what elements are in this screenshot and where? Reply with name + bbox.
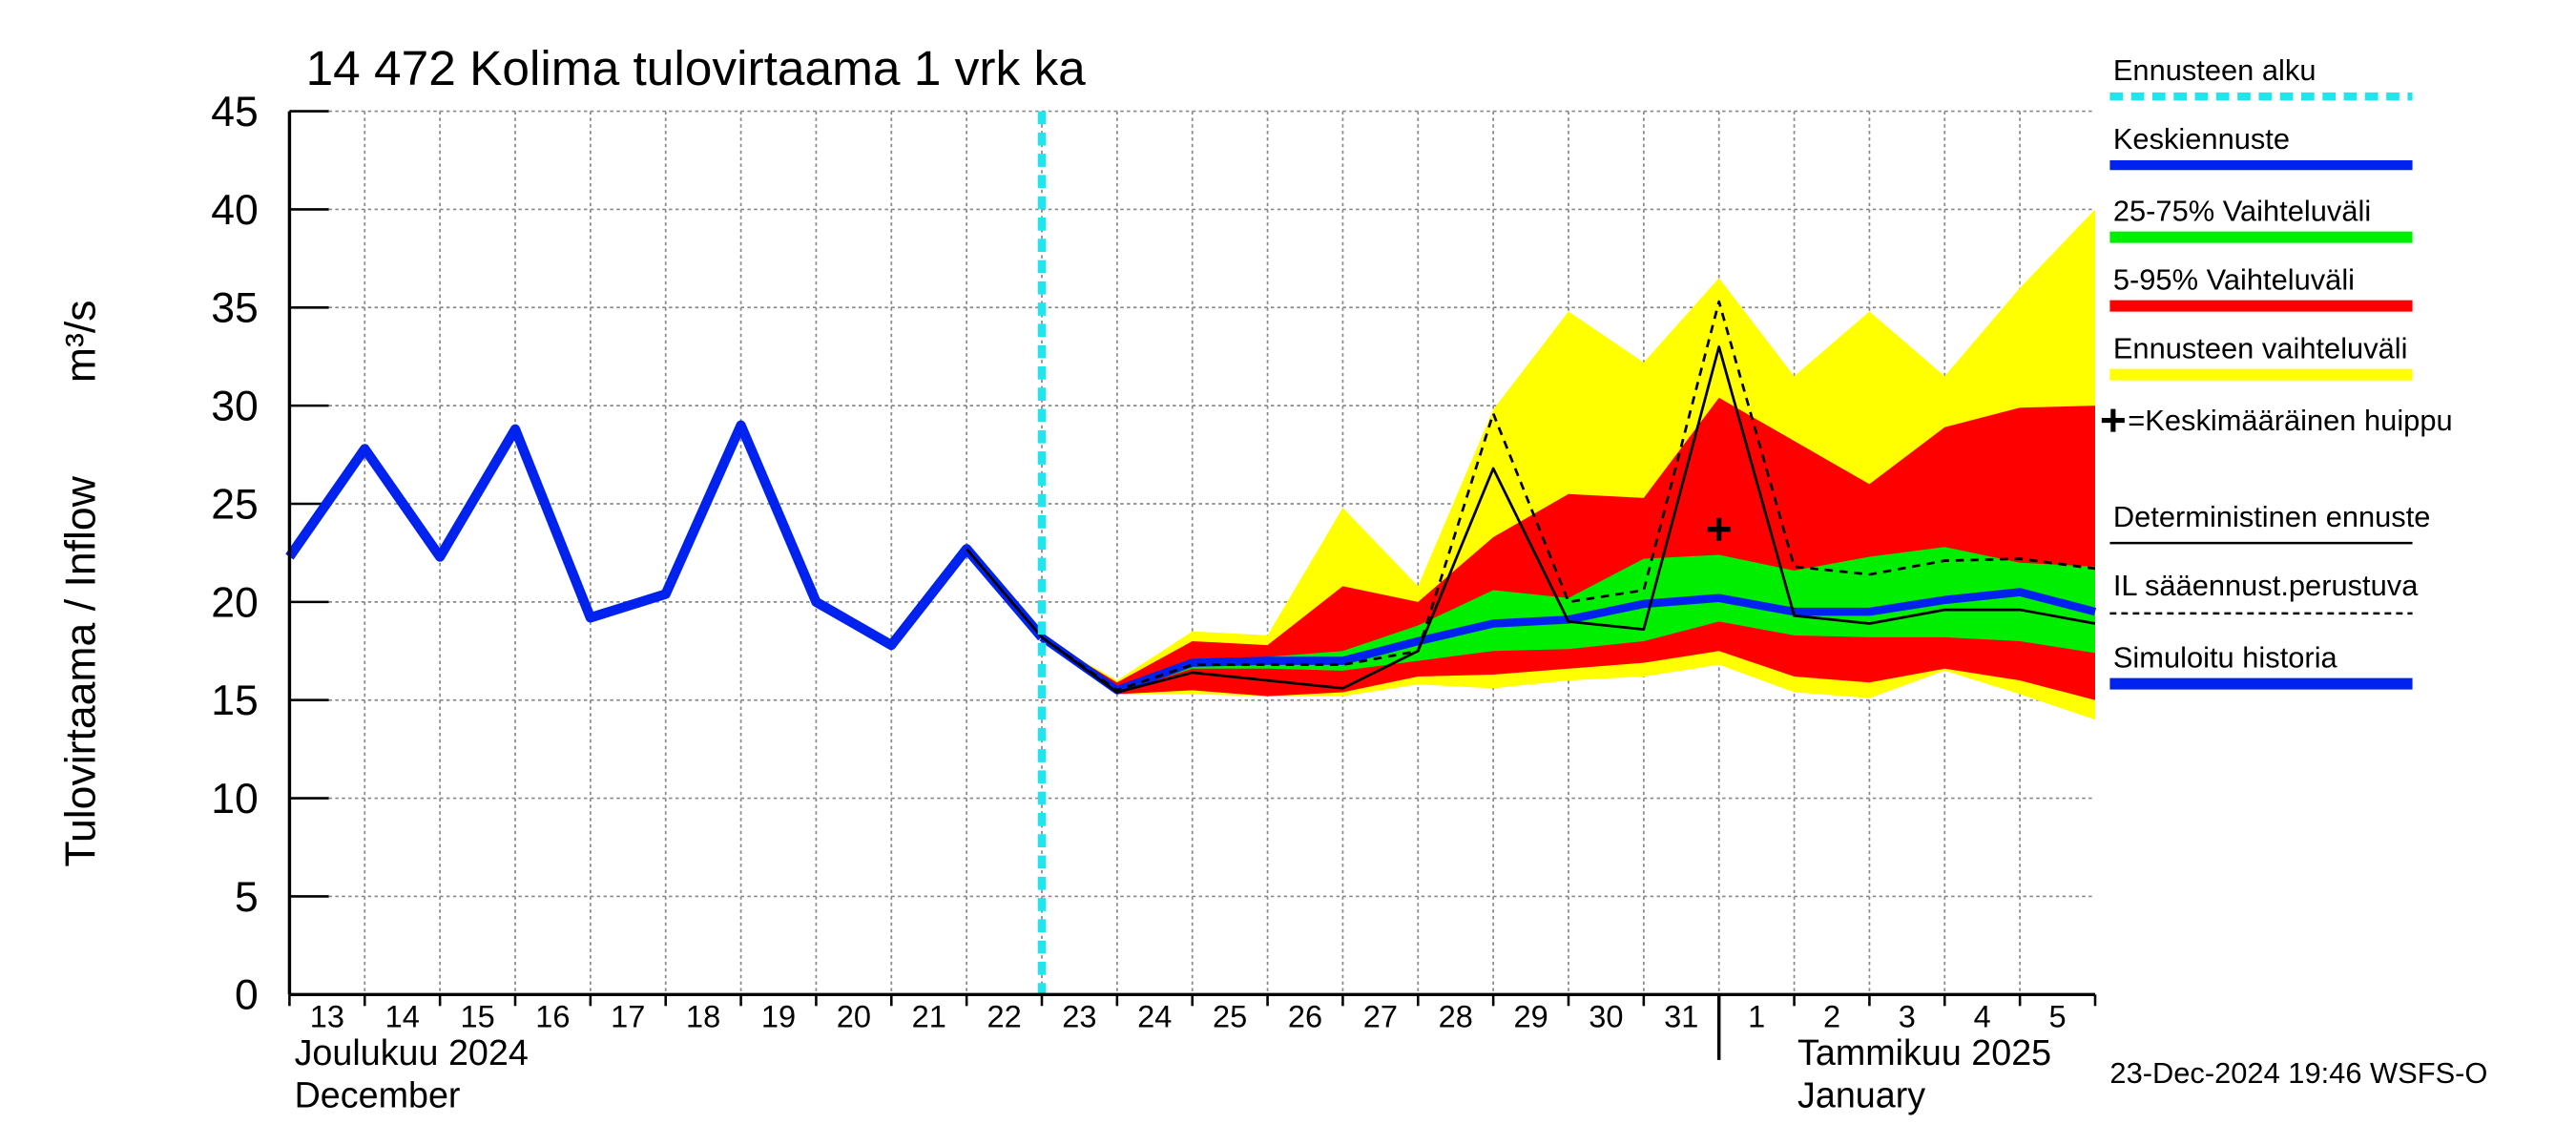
y-tick-label: 40 — [211, 187, 259, 234]
x-tick-label: 27 — [1363, 1000, 1398, 1034]
y-tick-label: 35 — [211, 285, 259, 332]
x-tick-label: 3 — [1899, 1000, 1916, 1034]
legend-label: =Keskimääräinen huippu — [2128, 404, 2452, 437]
series-line — [1041, 300, 2096, 692]
x-tick-label: 16 — [535, 1000, 570, 1034]
series-line — [285, 420, 1046, 651]
x-tick-label: 13 — [310, 1000, 344, 1034]
legend-label: 25-75% Vaihteluväli — [2113, 194, 2371, 227]
legend-label: Simuloitu historia — [2113, 640, 2338, 674]
x-tick-label: 25 — [1213, 1000, 1247, 1034]
month-label-en: January — [1797, 1075, 1925, 1115]
x-tick-label: 18 — [686, 1000, 720, 1034]
x-tick-label: 29 — [1513, 1000, 1548, 1034]
legend-label: Ennusteen vaihteluväli — [2113, 331, 2408, 364]
x-tick-label: 14 — [385, 1000, 420, 1034]
x-tick-label: 19 — [761, 1000, 796, 1034]
y-tick-label: 20 — [211, 579, 259, 626]
x-tick-label: 15 — [460, 1000, 494, 1034]
x-tick-label: 26 — [1288, 1000, 1322, 1034]
x-tick-label: 20 — [837, 1000, 871, 1034]
x-tick-label: 28 — [1439, 1000, 1473, 1034]
legend-label: 5-95% Vaihteluväli — [2113, 262, 2355, 296]
month-label-en: December — [295, 1075, 461, 1115]
legend-label: Deterministinen ennuste — [2113, 500, 2431, 533]
x-tick-label: 21 — [912, 1000, 946, 1034]
legend-label: IL sääennust.perustuva — [2113, 569, 2419, 602]
x-tick-label: 5 — [2049, 1000, 2067, 1034]
x-tick-label: 4 — [1974, 1000, 1991, 1034]
footer: 23-Dec-2024 19:46 WSFS-O — [2109, 1056, 2487, 1090]
peak-marker — [1707, 517, 1731, 541]
month-label: Joulukuu 2024 — [295, 1032, 529, 1072]
x-tick-label: 31 — [1664, 1000, 1698, 1034]
x-tick-label: 23 — [1062, 1000, 1096, 1034]
y-axis-label: Tulovirtaama / Inflow — [57, 475, 104, 866]
x-tick-label: 17 — [611, 1000, 645, 1034]
x-tick-label: 1 — [1748, 1000, 1765, 1034]
x-tick-label: 22 — [987, 1000, 1021, 1034]
x-tick-label: 2 — [1823, 1000, 1840, 1034]
y-axis-unit: m³/s — [57, 301, 104, 384]
legend-label: Ennusteen alku — [2113, 53, 2316, 87]
legend-label: Keskiennuste — [2113, 122, 2290, 156]
y-tick-label: 0 — [235, 972, 259, 1019]
y-tick-label: 45 — [211, 89, 259, 135]
y-tick-label: 5 — [235, 874, 259, 921]
month-label: Tammikuu 2025 — [1797, 1032, 2051, 1072]
x-tick-label: 30 — [1589, 1000, 1623, 1034]
y-tick-label: 25 — [211, 481, 259, 528]
y-tick-label: 15 — [211, 677, 259, 724]
chart-title: 14 472 Kolima tulovirtaama 1 vrk ka — [306, 40, 1087, 95]
series-line — [966, 345, 2096, 694]
y-tick-label: 10 — [211, 776, 259, 822]
legend-peak-icon — [2101, 408, 2125, 432]
y-tick-label: 30 — [211, 384, 259, 430]
x-tick-label: 24 — [1137, 1000, 1172, 1034]
